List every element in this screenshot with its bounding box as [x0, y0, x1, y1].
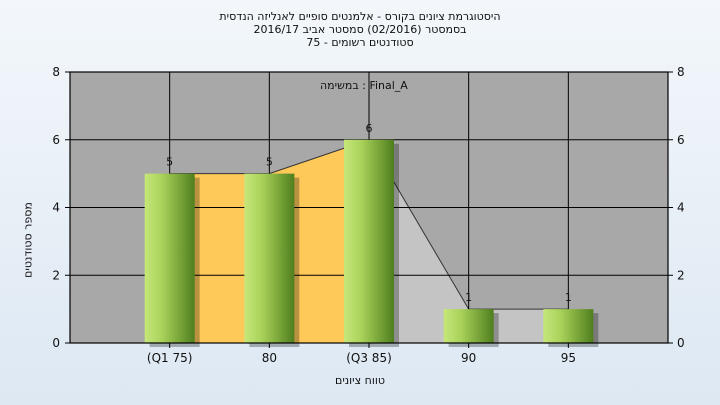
y-tick-label-left: 2 — [52, 268, 60, 282]
x-tick-label: (Q3 85) — [346, 351, 392, 365]
x-tick-label: 80 — [262, 351, 277, 365]
bar — [144, 173, 195, 343]
chart-titles: היסטוגרמת ציונים בקורס - אלמנטים סופיים … — [0, 10, 720, 49]
y-tick-label-left: 0 — [52, 336, 60, 350]
bar-value-label: 1 — [565, 291, 572, 304]
bar-value-label: 6 — [366, 122, 373, 135]
chart-subtitle-semester: בסמסטר (02/2016) סמסטר אביב 2016/17 — [253, 23, 467, 36]
bar-value-label: 5 — [266, 156, 273, 169]
chart-subtitle-students: סטודנטים רשומים - 75 — [306, 36, 414, 49]
y-axis-label: מספר סטודנטים — [21, 202, 35, 278]
y-tick-label-right: 0 — [677, 336, 685, 350]
bar-value-label: 1 — [465, 291, 472, 304]
x-tick-label: 90 — [461, 351, 476, 365]
upper-area — [369, 139, 569, 343]
y-tick-label-left: 6 — [52, 133, 60, 147]
y-tick-label-right: 8 — [677, 65, 685, 79]
y-tick-label-right: 4 — [677, 201, 685, 215]
y-tick-label-right: 6 — [677, 133, 685, 147]
x-axis-label: טווח ציונים — [335, 374, 385, 387]
task-annotation: במשימה : Final_A — [320, 79, 408, 92]
y-tick-label-left: 8 — [52, 65, 60, 79]
y-tick-label-left: 4 — [52, 201, 60, 215]
bar-value-label: 5 — [166, 156, 173, 169]
bar — [344, 139, 394, 343]
bar — [443, 309, 494, 343]
x-tick-label: 95 — [561, 351, 576, 365]
bar — [543, 309, 594, 343]
y-tick-label-right: 2 — [677, 268, 685, 282]
x-tick-label: (Q1 75) — [147, 351, 193, 365]
bar — [244, 173, 295, 343]
chart-title: היסטוגרמת ציונים בקורס - אלמנטים סופיים … — [219, 10, 501, 23]
